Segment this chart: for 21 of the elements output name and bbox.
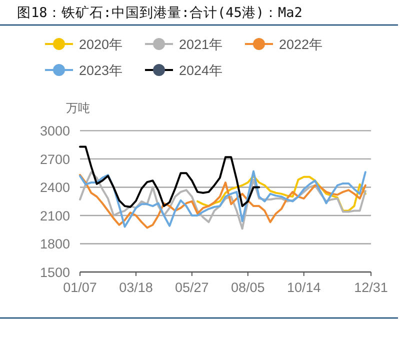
legend-label: 2023年 [79, 63, 124, 78]
x-tick-label: 08/05 [230, 280, 265, 295]
x-tick-label: 01/07 [63, 280, 97, 295]
legend-label: 2024年 [179, 63, 224, 78]
legend-label: 2020年 [79, 37, 124, 52]
line-series [196, 174, 366, 212]
x-tick-label: 12/31 [354, 280, 388, 295]
y-tick-label: 2100 [40, 208, 70, 224]
y-tick-label: 3000 [40, 124, 70, 139]
legend-label: 2022年 [279, 37, 324, 52]
y-tick-label: 1800 [40, 236, 70, 252]
y-tick-label: 2400 [40, 180, 70, 196]
legend-label: 2021年 [179, 37, 224, 52]
y-axis-title: 万吨 [66, 101, 90, 115]
chart-title: 图18：铁矿石:中国到港量:合计(45港)：Ma2 [17, 5, 302, 21]
y-tick-label: 2700 [40, 152, 70, 167]
y-tick-label: 1500 [40, 265, 70, 280]
line-series [79, 146, 260, 208]
x-tick-label: 03/18 [119, 280, 153, 295]
x-tick-label: 10/14 [286, 280, 322, 295]
x-tick-label: 05/27 [175, 280, 209, 295]
